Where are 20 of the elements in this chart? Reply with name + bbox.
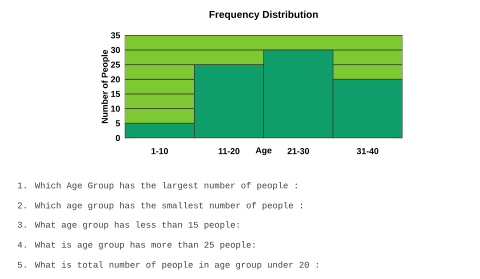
text: 4. What is age group has more than 25 people: [18, 241, 254, 250]
y-axis-title: Number of People [101, 50, 110, 124]
text: 3. What age group has less than 15 people: [18, 221, 239, 230]
x-tick-label: 21-30 [288, 148, 310, 154]
y-tick-label: 30 [110, 46, 120, 54]
y-tick-label: 0 [116, 134, 120, 142]
x-tick-label: 31-40 [356, 148, 378, 154]
chart-title: Frequency Distribution [210, 10, 318, 20]
y-tick-label: 35 [110, 32, 120, 38]
x-tick-label: 1-10 [152, 148, 168, 154]
text: 2. Which age group has the smallest number of people : [18, 202, 302, 210]
y-tick-label: 25 [110, 62, 120, 68]
text: 1. Which Age Group has the largest number of people : [18, 182, 297, 190]
x-tick-label: 11-20 [218, 148, 240, 154]
y-tick-label: 10 [111, 106, 120, 112]
x-axis-title: Age [256, 147, 272, 156]
text: 5. What is total number of people in age group under 20 : [18, 261, 318, 270]
y-tick-label: 20 [110, 76, 120, 82]
y-tick-label: 15 [111, 90, 120, 98]
y-tick-label: 5 [116, 120, 120, 126]
